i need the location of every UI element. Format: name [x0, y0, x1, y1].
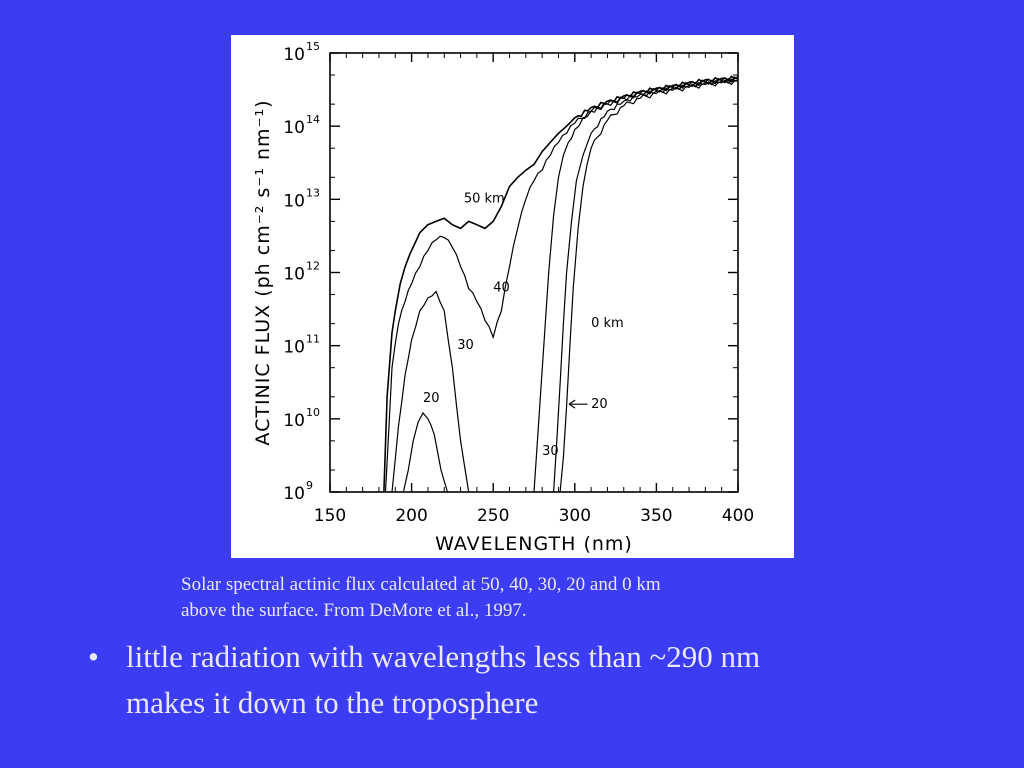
- y-tick-label: 10: [283, 191, 305, 211]
- y-tick-exponent: 9: [306, 479, 313, 492]
- curve-label: 50 km: [464, 192, 505, 207]
- bullet-line: makes it down to the troposphere: [126, 685, 539, 720]
- x-tick-label: 350: [640, 506, 672, 526]
- curve-label: 0 km: [591, 316, 624, 331]
- y-tick-exponent: 12: [306, 260, 320, 273]
- y-tick-label: 10: [283, 265, 305, 285]
- curve-label: 30: [542, 444, 559, 459]
- y-tick-exponent: 11: [306, 333, 320, 346]
- curve-label: 40: [493, 280, 510, 295]
- series-line: [384, 77, 739, 493]
- bullet-line: little radiation with wavelengths less t…: [126, 639, 761, 674]
- y-tick-label: 10: [283, 411, 305, 431]
- annotation-arrowhead: [568, 399, 576, 409]
- y-axis-title: ACTINIC FLUX (ph cm⁻² s⁻¹ nm⁻¹): [252, 99, 274, 445]
- curve-label: 20: [591, 397, 608, 412]
- y-tick-label: 10: [283, 484, 305, 504]
- caption-line: Solar spectral actinic flux calculated a…: [181, 574, 661, 595]
- caption-line: above the surface. From DeMore et al., 1…: [181, 600, 527, 621]
- x-tick-label: 400: [722, 506, 754, 526]
- bullet-point: • little radiation with wavelengths less…: [88, 634, 988, 726]
- x-tick-label: 200: [395, 506, 427, 526]
- series-line: [391, 290, 470, 493]
- chart-figure: 150 200 250 300 350 400 10 9 10 10 10 11 10 12 10 13 10 1…: [231, 35, 794, 558]
- bullet-icon: •: [88, 639, 99, 674]
- series-line: [559, 79, 739, 493]
- y-tick-exponent: 13: [306, 186, 320, 199]
- y-tick-exponent: 14: [306, 113, 320, 126]
- curve-label: 20: [423, 391, 440, 406]
- x-axis-title: WAVELENGTH (nm): [435, 533, 633, 555]
- y-tick-exponent: 10: [306, 406, 320, 419]
- y-tick-label: 10: [283, 45, 305, 65]
- x-tick-label: 250: [477, 506, 509, 526]
- x-tick-label: 300: [559, 506, 591, 526]
- y-tick-exponent: 15: [306, 40, 320, 53]
- y-tick-label: 10: [283, 118, 305, 138]
- series-line: [553, 78, 739, 493]
- y-tick-label: 10: [283, 338, 305, 358]
- series-line: [402, 411, 449, 493]
- plot-frame: [329, 52, 739, 493]
- x-tick-label: 150: [314, 506, 346, 526]
- figure-caption: Solar spectral actinic flux calculated a…: [181, 572, 881, 624]
- curve-label: 30: [457, 338, 474, 353]
